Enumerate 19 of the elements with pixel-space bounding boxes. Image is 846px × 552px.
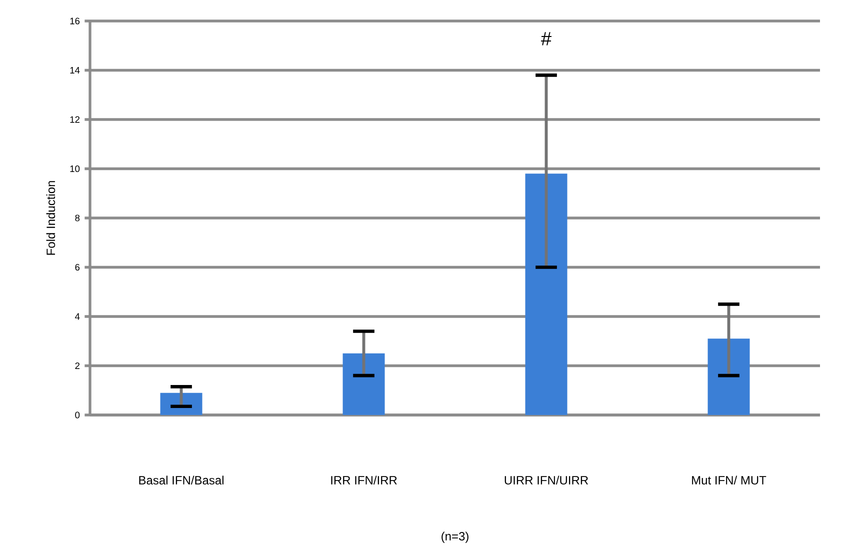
x-tick-label: UIRR IFN/UIRR <box>504 476 588 485</box>
bar <box>342 353 385 415</box>
y-axis-title: Fold Induction <box>46 181 56 255</box>
x-tick-label: IRR IFN/IRR <box>331 476 397 485</box>
y-tick-label: 14 <box>70 67 80 74</box>
y-tick-label: 6 <box>75 264 80 271</box>
y-tick-label: 8 <box>75 214 80 222</box>
y-tick-label: 4 <box>74 313 80 320</box>
y-tick-label: 2 <box>75 362 80 369</box>
x-axis-title: (n=3) <box>442 532 468 543</box>
y-tick-label: 0 <box>75 412 80 418</box>
x-tick-label: Basal IFN/Basal <box>139 476 224 485</box>
annotation: # <box>540 32 552 46</box>
y-tick-label: 12 <box>70 116 80 123</box>
bar <box>708 338 750 415</box>
x-tick-label: Mut IFN/ MUT <box>692 476 766 485</box>
bar <box>525 174 568 415</box>
y-tick-label: 16 <box>70 18 80 24</box>
y-tick-label: 10 <box>70 165 80 172</box>
